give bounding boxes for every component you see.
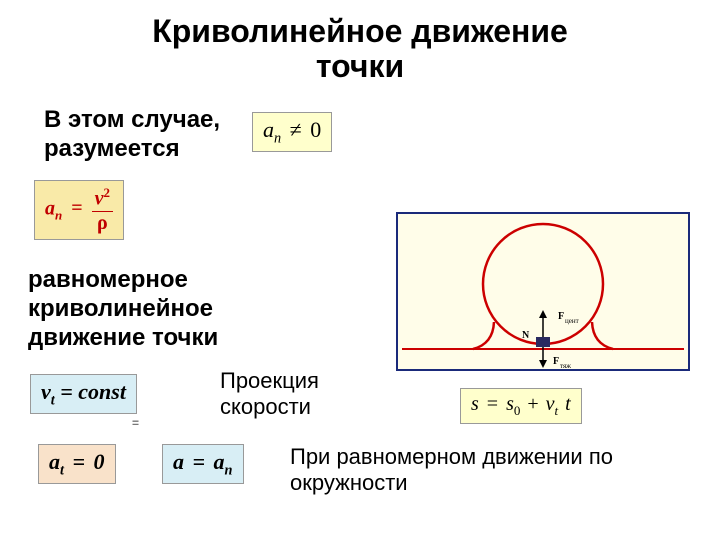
loop-svg: F цент N F тяж xyxy=(398,214,688,369)
section-heading: равномерное криволинейное движение точки xyxy=(28,266,218,352)
formula-vt-const: vt = const xyxy=(30,374,137,414)
section-line-3: движение точки xyxy=(28,324,218,351)
formula-s: s = s0 + vt t xyxy=(460,388,582,424)
footer-line-1: При равномерном движении по xyxy=(290,444,613,469)
svg-text:тяж: тяж xyxy=(560,362,571,369)
formula-at-zero: at = 0 xyxy=(38,444,116,484)
svg-text:N: N xyxy=(522,330,530,341)
section-line-1: равномерное xyxy=(28,266,188,293)
intro-line-2: разумеется xyxy=(44,135,180,162)
proj-line-1: Проекция xyxy=(220,368,319,393)
intro-text: В этом случае, разумеется xyxy=(44,106,220,164)
footer-line-2: окружности xyxy=(290,470,408,495)
title-line-1: Криволинейное движение xyxy=(152,13,568,49)
svg-text:F: F xyxy=(558,311,564,322)
slide-title: Криволинейное движение точки xyxy=(0,14,720,84)
footer-text: При равномерном движении по окружности xyxy=(290,444,613,497)
formula-an-rho: an = v2 ρ xyxy=(34,180,124,240)
formula-a-an: a = an xyxy=(162,444,244,484)
formula-an-nonzero: an ≠ 0 xyxy=(252,112,332,152)
proj-line-2: скорости xyxy=(220,394,311,419)
decoration-line: = xyxy=(132,416,139,430)
svg-text:цент: цент xyxy=(565,317,579,325)
title-line-2: точки xyxy=(316,48,404,84)
projection-label: Проекция скорости xyxy=(220,368,319,421)
svg-text:F: F xyxy=(553,356,559,367)
section-line-2: криволинейное xyxy=(28,295,213,322)
loop-diagram: F цент N F тяж xyxy=(396,212,690,371)
intro-line-1: В этом случае, xyxy=(44,106,220,133)
